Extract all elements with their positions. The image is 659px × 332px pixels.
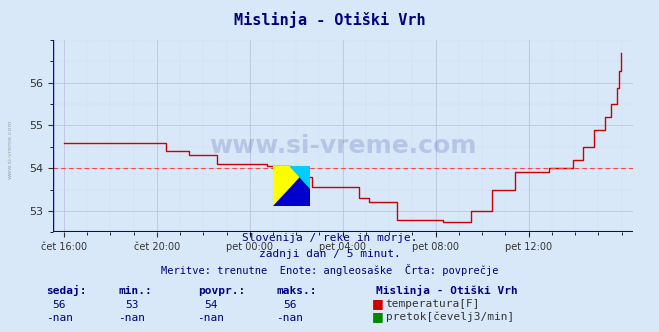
Text: Slovenija / reke in morje.: Slovenija / reke in morje. xyxy=(242,233,417,243)
Text: -nan: -nan xyxy=(198,313,224,323)
Text: Mislinja - Otiški Vrh: Mislinja - Otiški Vrh xyxy=(234,12,425,29)
Text: ■: ■ xyxy=(372,310,384,323)
Text: sedaj:: sedaj: xyxy=(46,285,86,296)
Text: pretok[čevelj3/min]: pretok[čevelj3/min] xyxy=(386,312,514,322)
Text: 56: 56 xyxy=(283,300,297,310)
Text: -nan: -nan xyxy=(119,313,145,323)
Text: Meritve: trenutne  Enote: angleosaške  Črta: povprečje: Meritve: trenutne Enote: angleosaške Črt… xyxy=(161,264,498,276)
Text: -nan: -nan xyxy=(277,313,303,323)
Polygon shape xyxy=(273,166,310,206)
Text: min.:: min.: xyxy=(119,286,152,296)
Text: zadnji dan / 5 minut.: zadnji dan / 5 minut. xyxy=(258,249,401,259)
Text: maks.:: maks.: xyxy=(277,286,317,296)
Text: Mislinja - Otiški Vrh: Mislinja - Otiški Vrh xyxy=(376,285,517,296)
Polygon shape xyxy=(290,166,310,188)
Text: www.si-vreme.com: www.si-vreme.com xyxy=(209,134,476,158)
Text: -nan: -nan xyxy=(46,313,72,323)
Text: 54: 54 xyxy=(204,300,217,310)
Text: povpr.:: povpr.: xyxy=(198,286,245,296)
Text: 56: 56 xyxy=(53,300,66,310)
Text: 53: 53 xyxy=(125,300,138,310)
Text: ■: ■ xyxy=(372,297,384,310)
Text: www.si-vreme.com: www.si-vreme.com xyxy=(8,120,13,179)
Polygon shape xyxy=(273,166,310,206)
Text: temperatura[F]: temperatura[F] xyxy=(386,299,480,309)
